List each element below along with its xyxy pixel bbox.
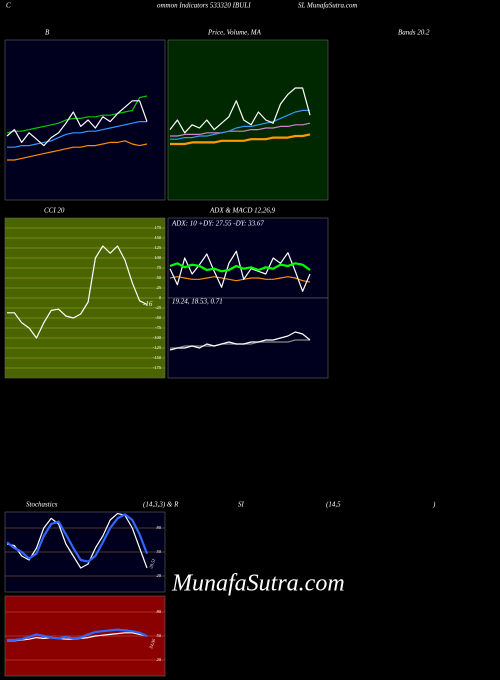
panel xyxy=(4,39,166,201)
y-tick-label: 20 xyxy=(157,657,162,662)
header: ommon Indicators 533320 IBULI xyxy=(157,2,251,10)
watermark: MunafaSutra.com xyxy=(171,571,345,597)
series-line xyxy=(170,133,311,146)
y-tick-label: -100 xyxy=(153,335,162,340)
indicator-values: 19.24, 18.53, 0.71 xyxy=(172,298,223,306)
y-tick-label: 50 xyxy=(157,633,162,638)
series-line xyxy=(170,122,311,137)
panel-title: (14,5 xyxy=(326,501,341,509)
series-line xyxy=(169,331,311,351)
series-line xyxy=(7,120,147,148)
panel-title: (14,3,3) & R xyxy=(143,501,179,509)
y-tick-label: 150 xyxy=(154,235,162,240)
y-tick-label: -150 xyxy=(153,355,162,360)
y-tick-label: 80 xyxy=(157,609,162,614)
series-line xyxy=(169,276,311,283)
value-label: 34.06 xyxy=(148,638,156,650)
panel-title: Price, Volume, MA xyxy=(207,29,262,37)
y-tick-label: 50 xyxy=(157,275,162,280)
y-tick-label: 25 xyxy=(157,285,162,290)
y-tick-label: -125 xyxy=(153,345,162,350)
panel-title: B xyxy=(45,29,50,37)
panel-title: Stochastics xyxy=(26,501,58,509)
series-line xyxy=(6,513,149,563)
y-tick-label: 20 xyxy=(157,573,162,578)
panel-title: ADX & MACD 12,26,9 xyxy=(209,207,276,215)
series-line xyxy=(7,140,148,161)
series-line xyxy=(6,100,148,147)
series-line xyxy=(7,628,148,642)
y-tick-label: -175 xyxy=(153,365,162,370)
series-line xyxy=(170,109,310,140)
series-line xyxy=(169,87,311,134)
y-tick-label: 125 xyxy=(154,245,162,250)
y-tick-label: 100 xyxy=(154,255,162,260)
y-tick-label: 0 xyxy=(159,295,162,300)
y-tick-label: -50 xyxy=(155,315,162,320)
panel xyxy=(167,297,329,379)
indicator-values: ADX: 10 +DY: 27.55 -DY: 33.67 xyxy=(171,220,264,228)
panel-title: ) xyxy=(432,501,436,509)
y-tick-label: 80 xyxy=(157,525,162,530)
panel-title: SI xyxy=(238,501,245,509)
y-tick-label: 75 xyxy=(157,265,162,270)
header: C xyxy=(6,2,11,10)
panel xyxy=(167,39,329,201)
panel-title: CCI 20 xyxy=(44,207,65,215)
panel-title: Bands 20.2 xyxy=(398,29,430,37)
series-line xyxy=(7,245,148,339)
value-label: -16 xyxy=(143,300,153,308)
series-line xyxy=(169,250,311,292)
y-tick-label: 175 xyxy=(154,225,162,230)
y-tick-label: -25 xyxy=(155,305,162,310)
value-label: 29.51 xyxy=(148,558,156,569)
header: SL MunafaSutra.com xyxy=(298,2,357,10)
panel xyxy=(167,217,329,299)
y-tick-label: -75 xyxy=(155,325,162,330)
y-tick-label: 50 xyxy=(157,549,162,554)
series-line xyxy=(169,262,311,273)
